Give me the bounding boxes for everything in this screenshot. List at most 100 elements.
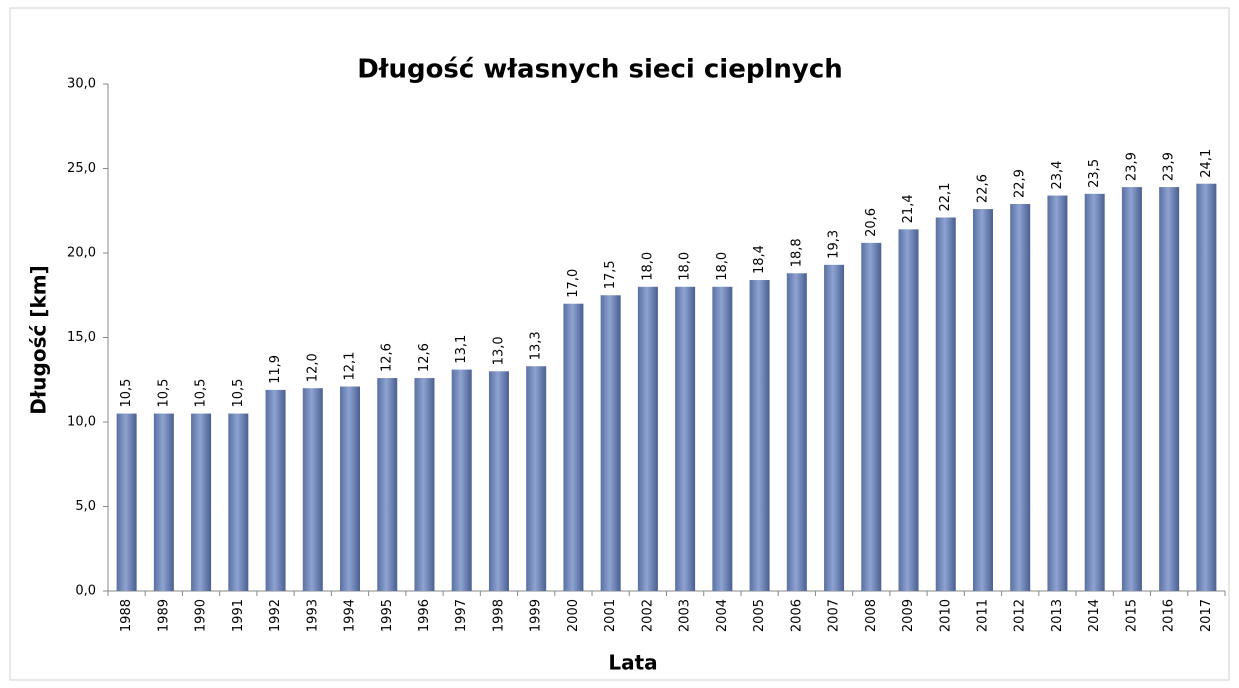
x-tick-label: 2008: [864, 599, 879, 632]
bar: [786, 273, 807, 591]
x-axis-label: Lata: [608, 651, 657, 675]
value-label: 18,0: [678, 252, 693, 281]
bar: [675, 286, 696, 591]
y-tick-label: 5,0: [75, 499, 96, 514]
value-label: 12,6: [380, 343, 395, 372]
value-label: 23,4: [1050, 161, 1065, 190]
bar: [1084, 193, 1105, 591]
x-tick-label: 2016: [1162, 599, 1177, 632]
bar: [563, 303, 584, 591]
bar: [116, 413, 137, 591]
value-label: 22,9: [1013, 169, 1028, 198]
bar: [1121, 187, 1142, 591]
x-tick-label: 1991: [231, 599, 246, 632]
x-tick-label: 2004: [715, 599, 730, 632]
bar: [228, 413, 249, 591]
y-tick-label: 20,0: [67, 246, 96, 261]
bar: [1196, 183, 1217, 591]
value-label: 21,4: [901, 194, 916, 223]
value-label: 18,4: [752, 245, 767, 274]
value-label: 22,1: [938, 183, 953, 212]
value-label: 12,1: [343, 352, 358, 381]
value-label: 19,3: [827, 230, 842, 259]
value-label: 23,5: [1087, 159, 1102, 188]
x-tick-label: 2010: [938, 599, 953, 632]
bar: [600, 295, 621, 591]
value-label: 18,0: [715, 252, 730, 281]
bar: [302, 388, 323, 591]
y-tick-label: 15,0: [67, 330, 96, 345]
bar: [712, 286, 733, 591]
bar: [340, 386, 361, 591]
x-tick-label: 1999: [529, 599, 544, 632]
bar: [1010, 203, 1031, 592]
bar: [265, 389, 286, 591]
bar: [861, 242, 882, 592]
value-label: 10,5: [194, 379, 209, 408]
x-tick-label: 1997: [454, 599, 469, 632]
value-label: 10,5: [156, 379, 171, 408]
bar: [749, 280, 770, 591]
x-tick-label: 1993: [305, 599, 320, 632]
bar: [972, 209, 993, 591]
value-label: 24,1: [1199, 149, 1214, 178]
x-tick-label: 2003: [678, 599, 693, 632]
x-tick-label: 2017: [1199, 599, 1214, 632]
value-label: 17,0: [566, 269, 581, 298]
x-tick-label: 2009: [901, 599, 916, 632]
bar: [1047, 195, 1068, 592]
bar: [898, 229, 919, 591]
y-axis-label: Długość [km]: [27, 265, 51, 414]
value-label: 20,6: [864, 208, 879, 237]
x-tick-label: 2002: [640, 599, 655, 632]
x-tick-label: 1995: [380, 599, 395, 632]
chart-title: Długość własnych sieci cieplnych: [357, 55, 843, 85]
bar: [526, 366, 547, 591]
x-tick-label: 1990: [194, 599, 209, 632]
value-label: 11,9: [268, 355, 283, 384]
x-tick-label: 2013: [1050, 599, 1065, 632]
value-label: 12,6: [417, 343, 432, 372]
value-label: 17,5: [603, 260, 618, 289]
value-label: 13,3: [529, 331, 544, 360]
bar: [377, 378, 398, 591]
bar: [191, 413, 212, 591]
value-label: 18,8: [789, 238, 804, 267]
x-tick-label: 1989: [156, 599, 171, 632]
bar: [414, 378, 435, 591]
value-label: 12,0: [305, 353, 320, 382]
value-label: 22,6: [975, 174, 990, 203]
value-label: 18,0: [640, 252, 655, 281]
x-tick-label: 2007: [827, 599, 842, 632]
x-tick-label: 2012: [1013, 599, 1028, 632]
bar: [488, 371, 509, 591]
value-label: 13,1: [454, 335, 469, 364]
x-tick-label: 2006: [789, 599, 804, 632]
value-label: 10,5: [119, 379, 134, 408]
x-tick-label: 2000: [566, 599, 581, 632]
value-label: 23,9: [1162, 152, 1177, 181]
bar: [451, 369, 472, 591]
bar: [1159, 187, 1180, 591]
bar: [824, 264, 845, 591]
bar: [637, 286, 658, 591]
y-tick-label: 30,0: [67, 77, 96, 92]
x-tick-label: 2014: [1087, 599, 1102, 632]
x-tick-label: 2015: [1124, 599, 1139, 632]
x-tick-label: 1988: [119, 599, 134, 632]
x-tick-label: 2001: [603, 599, 618, 632]
y-tick-label: 0,0: [75, 584, 96, 599]
y-tick-label: 25,0: [67, 161, 96, 176]
value-label: 13,0: [491, 336, 506, 365]
x-tick-label: 1992: [268, 599, 283, 632]
bar: [153, 413, 174, 591]
y-tick-label: 10,0: [67, 415, 96, 430]
x-tick-label: 1998: [491, 599, 506, 632]
value-label: 10,5: [231, 379, 246, 408]
value-label: 23,9: [1124, 152, 1139, 181]
x-tick-label: 1996: [417, 599, 432, 632]
x-tick-label: 2005: [752, 599, 767, 632]
bar: [935, 217, 956, 591]
chart-frame: [9, 7, 1230, 681]
